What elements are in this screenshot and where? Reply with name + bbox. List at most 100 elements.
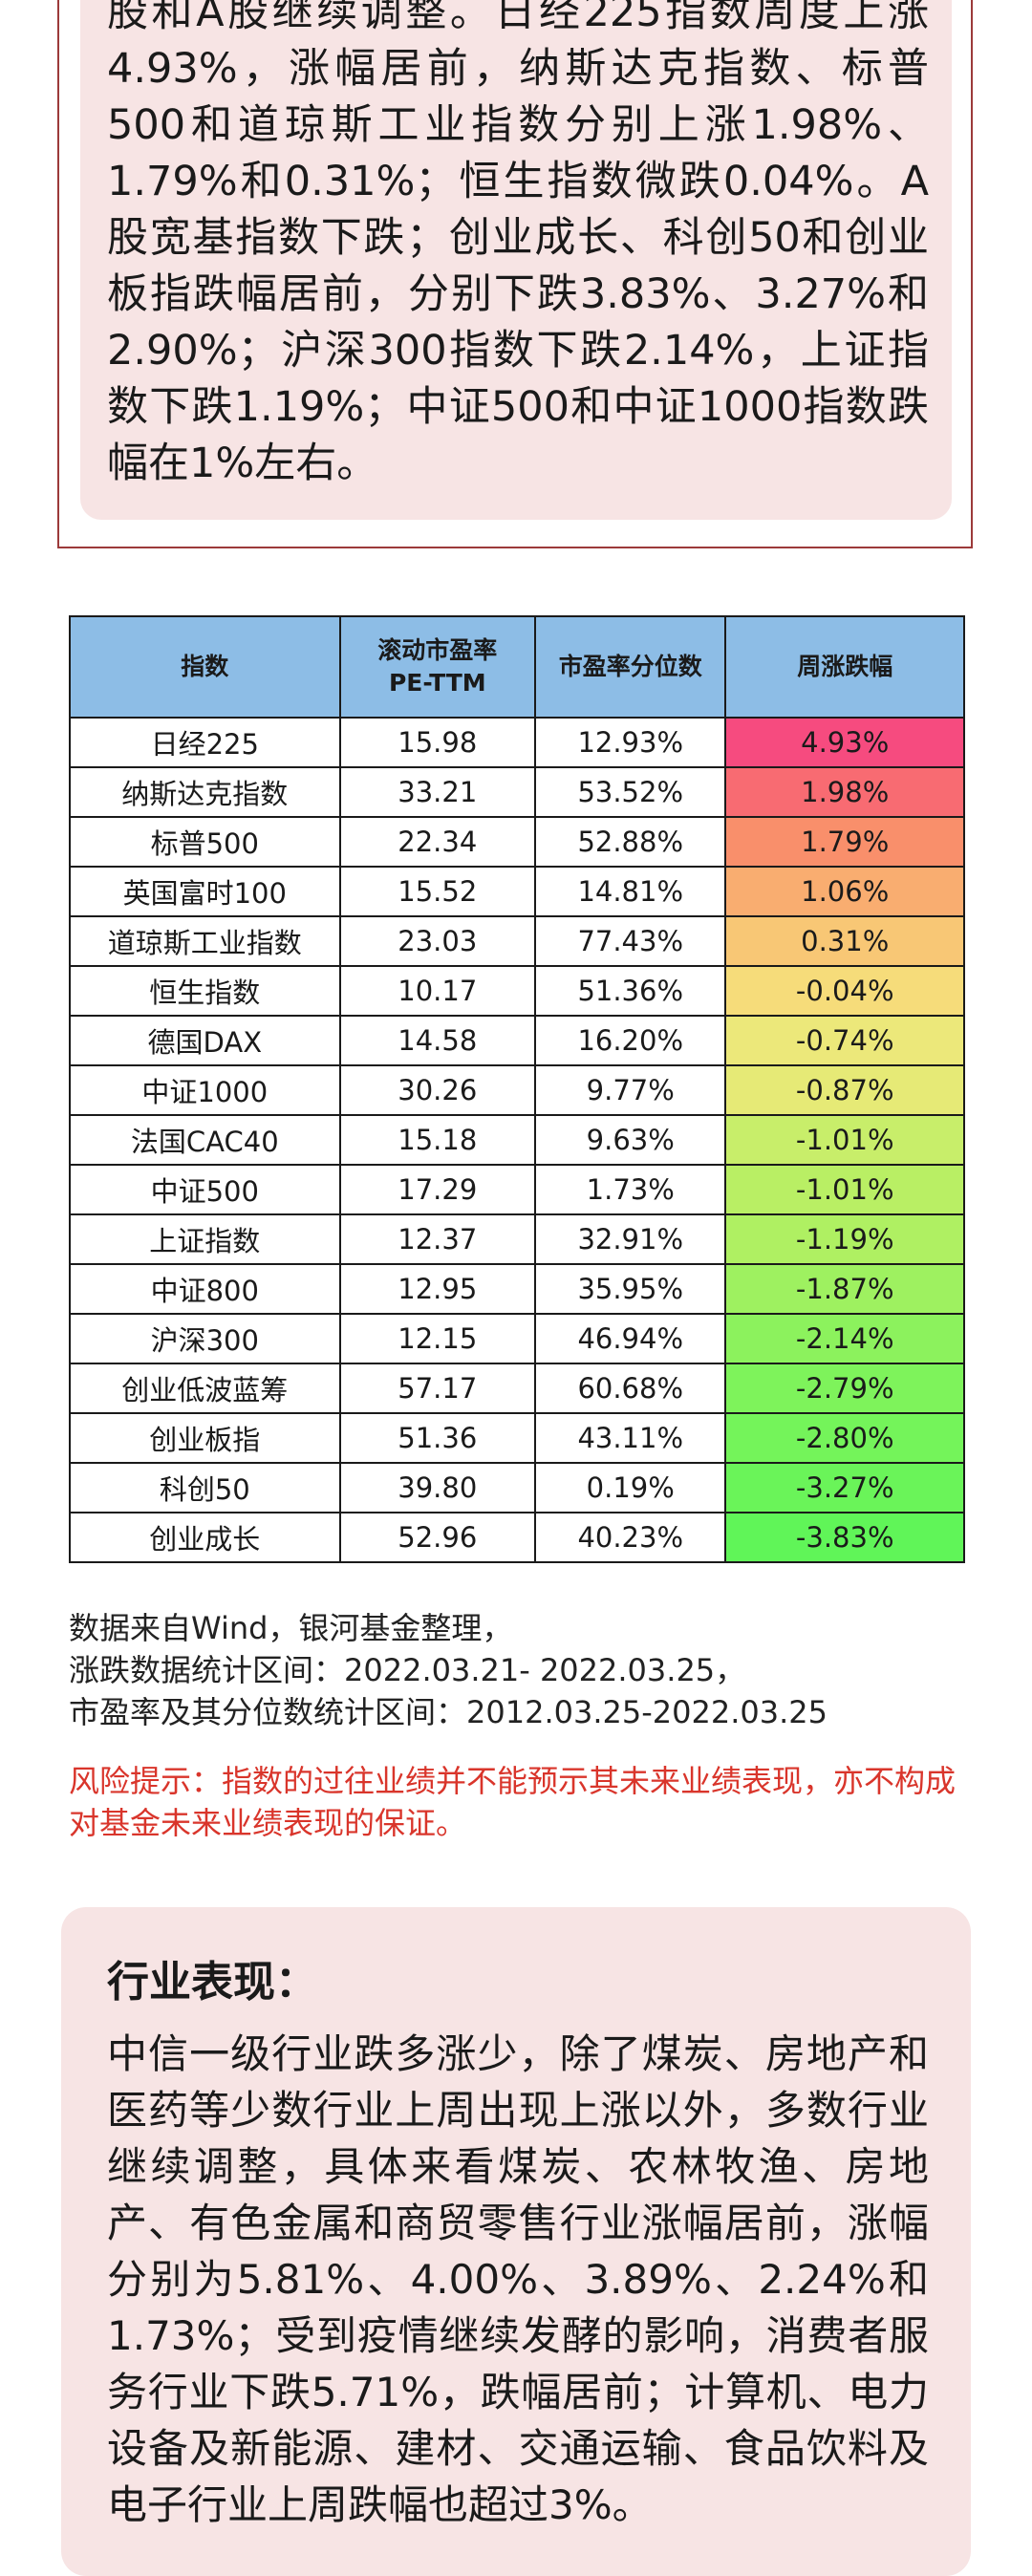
- table-row: 日经225 15.98 12.93% 4.93%: [69, 717, 965, 768]
- cell-pe-percentile: 53.52%: [534, 766, 727, 818]
- cell-pe-ttm: 12.37: [338, 1213, 537, 1265]
- cell-weekly-change: -3.27%: [724, 1462, 965, 1513]
- cell-pe-percentile: 14.81%: [534, 866, 727, 917]
- cell-pe-ttm: 30.26: [338, 1064, 537, 1116]
- cell-index-name: 上证指数: [69, 1213, 341, 1265]
- table-row: 道琼斯工业指数 23.03 77.43% 0.31%: [69, 915, 965, 967]
- risk-warning: 风险提示：指数的过往业绩并不能预示其未来业绩表现，亦不构成对基金未来业绩表现的保…: [69, 1763, 957, 1841]
- cell-pe-percentile: 12.93%: [534, 717, 727, 768]
- cell-index-name: 中证500: [69, 1164, 341, 1215]
- table-body: 日经225 15.98 12.93% 4.93% 纳斯达克指数 33.21 53.52% 1.…: [69, 717, 965, 1563]
- table-row: 创业板指 51.36 43.11% -2.80%: [69, 1412, 965, 1464]
- source-line: 涨跌数据统计区间：2022.03.21- 2022.03.25，: [69, 1652, 746, 1688]
- data-source-note: 数据来自Wind，银河基金整理， 涨跌数据统计区间：2022.03.21- 20…: [69, 1607, 828, 1733]
- industry-title: 行业表现：: [107, 1958, 317, 2007]
- cell-weekly-change: 0.31%: [724, 915, 965, 967]
- table-header-row: 指数 滚动市盈率 PE-TTM 市盈率分位数 周涨跌幅: [69, 615, 965, 719]
- cell-pe-percentile: 77.43%: [534, 915, 727, 967]
- table-row: 上证指数 12.37 32.91% -1.19%: [69, 1213, 965, 1265]
- header-index: 指数: [69, 615, 341, 719]
- cell-weekly-change: 1.98%: [724, 766, 965, 818]
- cell-index-name: 道琼斯工业指数: [69, 915, 341, 967]
- cell-weekly-change: -1.87%: [724, 1263, 965, 1315]
- cell-pe-ttm: 33.21: [338, 766, 537, 818]
- table-row: 法国CAC40 15.18 9.63% -1.01%: [69, 1114, 965, 1166]
- cell-index-name: 创业板指: [69, 1412, 341, 1464]
- summary-card: [80, 0, 952, 520]
- cell-pe-ttm: 15.52: [338, 866, 537, 917]
- cell-weekly-change: -1.01%: [724, 1114, 965, 1166]
- header-pe-percentile: 市盈率分位数: [534, 615, 727, 719]
- cell-weekly-change: 1.06%: [724, 866, 965, 917]
- header-pe-ttm: 滚动市盈率 PE-TTM: [338, 615, 537, 719]
- industry-card: [61, 1907, 971, 2576]
- table-row: 德国DAX 14.58 16.20% -0.74%: [69, 1015, 965, 1066]
- summary-text: 股和A股继续调整。日经225指数周度上涨4.93%，涨幅居前，纳斯达克指数、标普…: [107, 0, 929, 487]
- cell-index-name: 沪深300: [69, 1313, 341, 1364]
- cell-index-name: 法国CAC40: [69, 1114, 341, 1166]
- table-row: 科创50 39.80 0.19% -3.27%: [69, 1462, 965, 1513]
- cell-pe-percentile: 1.73%: [534, 1164, 727, 1215]
- cell-pe-ttm: 10.17: [338, 965, 537, 1017]
- cell-weekly-change: 1.79%: [724, 816, 965, 868]
- cell-pe-percentile: 9.63%: [534, 1114, 727, 1166]
- cell-weekly-change: -2.14%: [724, 1313, 965, 1364]
- cell-index-name: 科创50: [69, 1462, 341, 1513]
- cell-pe-percentile: 60.68%: [534, 1363, 727, 1414]
- cell-pe-ttm: 17.29: [338, 1164, 537, 1215]
- cell-index-name: 中证800: [69, 1263, 341, 1315]
- header-weekly-change: 周涨跌幅: [724, 615, 965, 719]
- source-line: 市盈率及其分位数统计区间：2012.03.25-2022.03.25: [69, 1694, 828, 1730]
- cell-pe-percentile: 40.23%: [534, 1512, 727, 1563]
- cell-pe-ttm: 15.18: [338, 1114, 537, 1166]
- cell-index-name: 创业低波蓝筹: [69, 1363, 341, 1414]
- cell-pe-ttm: 12.95: [338, 1263, 537, 1315]
- cell-weekly-change: -0.04%: [724, 965, 965, 1017]
- cell-pe-percentile: 9.77%: [534, 1064, 727, 1116]
- table-row: 创业低波蓝筹 57.17 60.68% -2.79%: [69, 1363, 965, 1414]
- cell-index-name: 日经225: [69, 717, 341, 768]
- cell-weekly-change: -1.01%: [724, 1164, 965, 1215]
- table-row: 中证800 12.95 35.95% -1.87%: [69, 1263, 965, 1315]
- cell-weekly-change: -1.19%: [724, 1213, 965, 1265]
- cell-pe-percentile: 46.94%: [534, 1313, 727, 1364]
- table-row: 中证500 17.29 1.73% -1.01%: [69, 1164, 965, 1215]
- cell-pe-ttm: 57.17: [338, 1363, 537, 1414]
- table-row: 纳斯达克指数 33.21 53.52% 1.98%: [69, 766, 965, 818]
- cell-index-name: 恒生指数: [69, 965, 341, 1017]
- cell-pe-percentile: 52.88%: [534, 816, 727, 868]
- cell-index-name: 纳斯达克指数: [69, 766, 341, 818]
- cell-pe-ttm: 51.36: [338, 1412, 537, 1464]
- cell-pe-percentile: 0.19%: [534, 1462, 727, 1513]
- cell-pe-ttm: 52.96: [338, 1512, 537, 1563]
- industry-text: 中信一级行业跌多涨少，除了煤炭、房地产和医药等少数行业上周出现上涨以外，多数行业…: [107, 2030, 929, 2528]
- cell-pe-ttm: 39.80: [338, 1462, 537, 1513]
- cell-weekly-change: -0.74%: [724, 1015, 965, 1066]
- cell-index-name: 英国富时100: [69, 866, 341, 917]
- summary-frame: [57, 0, 973, 548]
- cell-weekly-change: -2.80%: [724, 1412, 965, 1464]
- cell-pe-ttm: 12.15: [338, 1313, 537, 1364]
- cell-pe-ttm: 23.03: [338, 915, 537, 967]
- cell-index-name: 中证1000: [69, 1064, 341, 1116]
- cell-weekly-change: -0.87%: [724, 1064, 965, 1116]
- index-table: 指数 滚动市盈率 PE-TTM 市盈率分位数 周涨跌幅 日经225 15.98 12…: [69, 615, 965, 1563]
- cell-pe-percentile: 35.95%: [534, 1263, 727, 1315]
- table-row: 创业成长 52.96 40.23% -3.83%: [69, 1512, 965, 1563]
- cell-weekly-change: -2.79%: [724, 1363, 965, 1414]
- table-row: 英国富时100 15.52 14.81% 1.06%: [69, 866, 965, 917]
- cell-pe-ttm: 22.34: [338, 816, 537, 868]
- cell-pe-ttm: 15.98: [338, 717, 537, 768]
- cell-pe-percentile: 32.91%: [534, 1213, 727, 1265]
- table-row: 标普500 22.34 52.88% 1.79%: [69, 816, 965, 868]
- cell-index-name: 创业成长: [69, 1512, 341, 1563]
- table-row: 沪深300 12.15 46.94% -2.14%: [69, 1313, 965, 1364]
- cell-index-name: 德国DAX: [69, 1015, 341, 1066]
- cell-weekly-change: 4.93%: [724, 717, 965, 768]
- cell-pe-percentile: 16.20%: [534, 1015, 727, 1066]
- cell-index-name: 标普500: [69, 816, 341, 868]
- table-row: 中证1000 30.26 9.77% -0.87%: [69, 1064, 965, 1116]
- cell-pe-percentile: 51.36%: [534, 965, 727, 1017]
- cell-pe-ttm: 14.58: [338, 1015, 537, 1066]
- cell-weekly-change: -3.83%: [724, 1512, 965, 1563]
